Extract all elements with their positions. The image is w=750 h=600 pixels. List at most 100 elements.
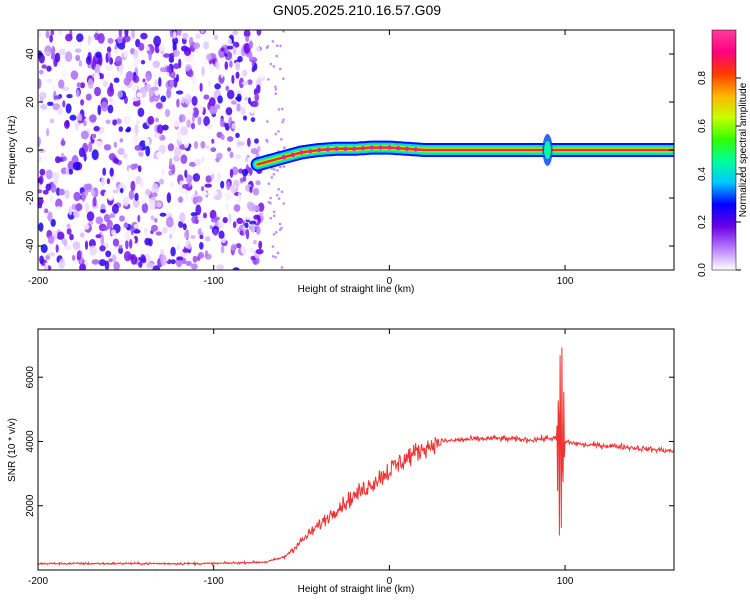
spectrogram-noise-blob [80,130,89,140]
spectrogram-noise-blob [106,46,112,53]
spectrogram-noise-blob [270,176,274,179]
spectrogram-hotspot [343,146,348,151]
spectrogram-noise-blob [92,196,97,207]
spectrogram-noise-blob [52,178,59,185]
figure-title: GN05.2025.210.16.57.G09 [273,2,441,18]
spectrogram-noise-blob [55,198,63,209]
spectrogram-noise-blob [184,94,190,100]
spectrogram-noise-blob [118,64,124,76]
spectrogram-noise-blob [227,147,232,152]
spectrogram-noise-blob [65,33,73,42]
spectrogram-noise-blob [159,248,165,256]
spectrogram-noise-blob [133,56,139,68]
tick-label: 0 [25,147,36,153]
spectrogram-noise-blob [128,190,135,200]
spectrogram-noise-blob [200,30,205,34]
spectrogram-noise-blob [76,89,80,98]
spectrogram-noise-blob [278,222,282,226]
spectrogram-noise-blob [219,118,225,128]
spectrogram-noise-blob [205,170,213,176]
spectrogram-noise-blob [247,79,253,85]
spectrogram-hotspot [413,147,418,152]
tick-label: -200 [28,576,48,587]
spectrogram-noise-blob [195,204,202,216]
spectrogram-noise-blob [45,30,50,39]
spectrogram-noise-blob [124,231,131,241]
spectrogram-noise-blob [86,211,95,222]
spectrogram-noise-blob [49,194,53,204]
spectrogram-noise-blob [245,228,250,240]
spectrogram-noise-blob [38,31,42,38]
spectrogram-noise-blob [56,231,65,240]
spectrogram-noise-blob [257,202,265,212]
spectrogram-noise-blob [222,256,226,264]
spectrogram-noise-blob [137,107,145,118]
spectrogram-noise-blob [266,120,269,123]
spectrogram-noise-blob [83,183,92,190]
spectrogram-noise-blob [123,251,132,262]
spectrogram-noise-blob [69,114,77,121]
spectrogram-hotspot [387,145,392,150]
spectrogram-noise-blob [44,51,52,56]
spectrogram-noise-blob [52,172,60,180]
spectrogram-noise-blob [138,151,144,157]
spectrogram-noise-blob [50,183,57,193]
colorbar-ticks: 0.0 0.2 0.4 0.6 0.8 [697,71,741,277]
spectrogram-noise-blob [81,200,87,211]
spectrogram-noise-blob [138,42,145,51]
spectrogram-noise-blob [138,261,143,268]
spectrogram-noise-blob [191,75,196,84]
tick-label: 4000 [25,430,36,453]
spectrogram-noise-blob [213,34,219,41]
spectrogram-noise-blob [164,108,171,118]
spectrogram-noise-blob [91,149,99,161]
spectrogram-noise-blob [158,43,166,52]
spectrogram-noise-blob [203,94,210,100]
spectrogram-noise-blob [281,120,284,124]
spectrogram-noise-blob [276,169,279,172]
spectrogram-noise-blob [49,118,55,124]
spectrogram-noise-blob [187,69,194,78]
spectrogram-noise-blob [243,115,247,121]
spectrogram-noise-blob [87,162,92,168]
snr-line [37,347,675,567]
spectrogram-noise-blob [105,119,111,125]
spectrogram-noise-blob [161,124,169,131]
spectrogram-noise-blob [277,197,281,200]
spectrogram-noise-blob [170,259,176,265]
spectrogram-noise-blob [188,36,194,47]
spectrogram-noise-blob [213,216,220,221]
spectrogram-noise-blob [177,196,184,203]
spectrogram-noise-blob [174,146,182,157]
spectrogram-noise-blob [200,223,205,233]
spectrogram-noise-blob [161,168,165,175]
spectrogram-noise-blob [85,93,92,101]
spectrogram-noise-blob [177,133,183,142]
spectrogram-noise-blob [44,262,49,270]
spectrogram-noise-blob [245,260,251,268]
spectrogram-noise-blob [232,30,239,36]
spectrogram-noise-blob [274,85,277,89]
spectrogram-noise-blob [85,56,92,65]
spectrogram-noise-blob [225,203,229,212]
spectrogram-noise-blob [111,203,119,214]
spectrogram-noise-blob [190,122,196,130]
spectrogram-noise-blob [259,70,265,79]
spectrogram-noise-blob [282,30,285,33]
spectrogram-noise-blob [134,123,139,135]
snr-x-label: Height of straight line (km) [298,584,415,595]
spectrogram-noise-blob [107,86,115,97]
spectrogram-noise-blob [105,250,112,258]
spectrogram-noise-blob [46,78,53,84]
spectrogram-noise-blob [244,96,249,101]
spectrogram-noise-blob [122,153,128,159]
spectrogram-burst [544,141,552,159]
spectrogram-noise-blob [272,173,276,176]
spectrogram-hotspot [404,146,410,151]
spectrogram-noise-blob [50,218,56,227]
spectrogram-noise-blob [182,32,189,40]
spectrogram-noise-blob [251,204,260,212]
spectrogram-noise-blob [65,103,72,114]
spectrogram-noise-blob [197,252,205,259]
spectrogram-noise-blob [160,95,167,103]
